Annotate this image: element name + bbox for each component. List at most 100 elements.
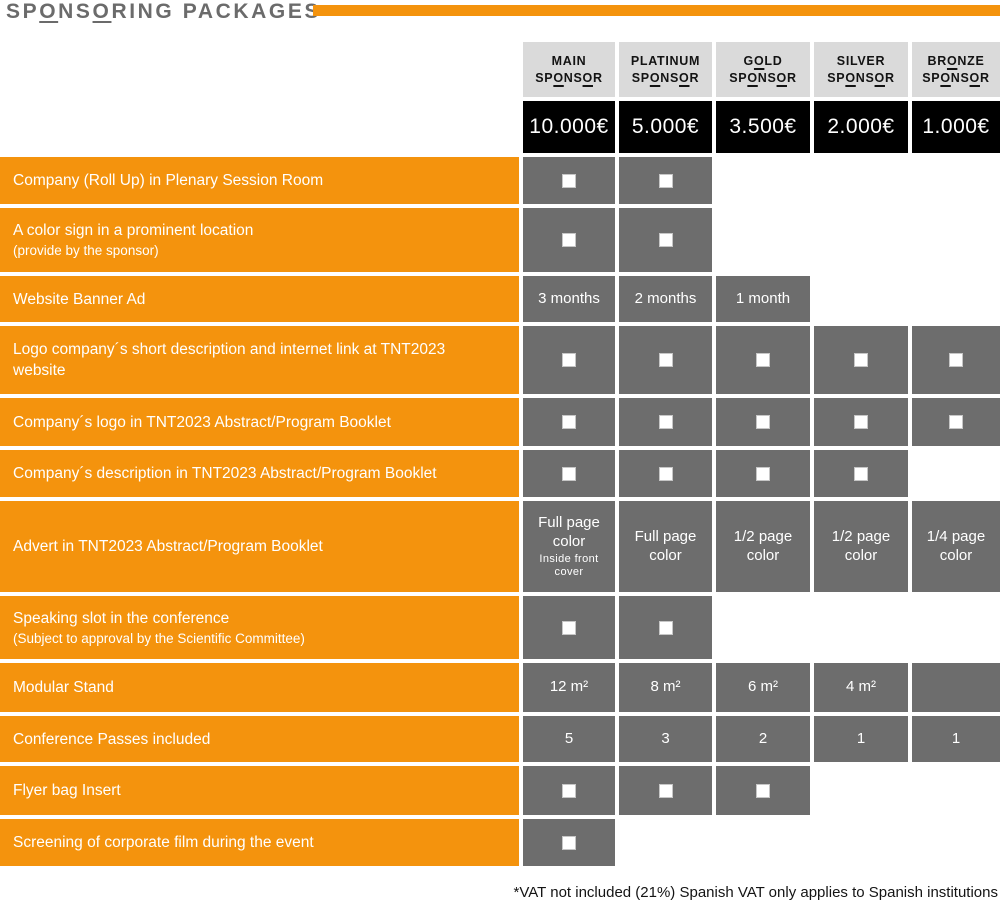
benefit-cell: 2 months <box>619 276 712 322</box>
benefit-cell <box>619 157 712 204</box>
included-mark-icon <box>855 467 867 480</box>
benefit-cell: Full page color <box>619 501 712 592</box>
vat-footnote: *VAT not included (21%) Spanish VAT only… <box>513 884 998 901</box>
row-label-text: Company´s description in TNT2023 Abstrac… <box>13 465 437 482</box>
benefit-cell: 2 <box>716 716 810 762</box>
included-mark-icon <box>659 354 672 366</box>
benefit-cell-text: 1 month <box>735 289 791 307</box>
included-mark-icon <box>855 416 867 428</box>
included-mark-icon <box>950 416 962 428</box>
included-mark-icon <box>659 234 672 246</box>
row-label-text: Company´s logo in TNT2023 Abstract/Progr… <box>13 413 391 431</box>
column-header-platinum-sponsor: PLATINUM SPONSOR <box>619 42 712 97</box>
row-label: Company´s logo in TNT2023 Abstract/Progr… <box>0 398 519 446</box>
row-label-text: Company (Roll Up) in Plenary Session Roo… <box>13 172 324 189</box>
row-label: Conference Passes included <box>0 716 519 762</box>
benefit-cell-subtext: Inside front cover <box>539 553 599 578</box>
row-label: Company´s description in TNT2023 Abstrac… <box>0 450 519 497</box>
row-label: Screening of corporate film during the e… <box>0 819 519 866</box>
benefit-cell: 6 m² <box>716 663 810 712</box>
benefit-cell <box>912 663 1000 712</box>
benefit-cell-text: Full page color <box>634 528 697 564</box>
benefit-cell <box>814 450 908 497</box>
column-header-silver-sponsor: SILVER SPONSOR <box>814 42 908 97</box>
row-label: Advert in TNT2023 Abstract/Program Bookl… <box>0 501 519 592</box>
row-label-text: Website Banner Ad <box>13 290 146 308</box>
row-label-text: Conference Passes included <box>13 730 211 748</box>
benefit-cell-text: 1 <box>951 729 961 747</box>
benefit-cell <box>523 596 615 659</box>
row-label: Flyer bag Insert <box>0 766 519 815</box>
included-mark-icon <box>563 234 575 246</box>
row-label: Logo company´s short description and int… <box>0 326 519 394</box>
benefit-cell <box>716 326 810 394</box>
benefit-cell-text: 6 m² <box>748 678 778 696</box>
benefit-cell <box>523 766 615 815</box>
benefit-cell <box>814 326 908 394</box>
included-mark-icon <box>659 174 672 187</box>
row-label: A color sign in a prominent location (pro… <box>0 208 519 272</box>
included-mark-icon <box>563 174 575 187</box>
benefit-cell: 5 <box>523 716 615 762</box>
column-header-main-sponsor: MAIN SPONSOR <box>523 42 615 97</box>
benefit-cell <box>912 326 1000 394</box>
included-mark-icon <box>659 621 672 634</box>
benefit-cell-text: 12 m² <box>549 678 589 696</box>
price-bronze-sponsor: 1.000€ <box>912 101 1000 153</box>
benefit-cell <box>716 766 810 815</box>
benefit-cell-text: 3 months <box>538 289 600 307</box>
row-label: Modular Stand <box>0 663 519 712</box>
row-label: Website Banner Ad <box>0 276 519 322</box>
benefit-cell <box>523 819 615 866</box>
row-label-text: Speaking slot in the conference <box>13 609 230 627</box>
packages-table: MAIN SPONSOR 10.000€ PLATINUM SPONSOR 5.000€ G… <box>0 42 1000 866</box>
included-mark-icon <box>563 416 575 428</box>
row-label-text: A color sign in a prominent location <box>13 222 254 239</box>
benefit-cell <box>523 398 615 446</box>
benefit-cell <box>619 766 712 815</box>
included-mark-icon <box>563 836 575 849</box>
included-mark-icon <box>855 354 867 366</box>
benefit-cell-text: Full page color <box>538 514 600 550</box>
benefit-cell <box>619 450 712 497</box>
benefit-cell: 1/2 page color <box>716 501 810 592</box>
benefit-cell <box>619 326 712 394</box>
row-label-subtext: (provide by the sponsor) <box>13 243 159 258</box>
included-mark-icon <box>659 416 672 428</box>
included-mark-icon <box>950 354 962 366</box>
benefit-cell: 3 months <box>523 276 615 322</box>
row-label-text: Screening of corporate film during the e… <box>13 834 314 851</box>
benefit-cell: 12 m² <box>523 663 615 712</box>
benefit-cell-text: 2 <box>758 729 768 747</box>
included-mark-icon <box>563 467 575 480</box>
row-label-text: Advert in TNT2023 Abstract/Program Bookl… <box>13 538 323 555</box>
row-label-text: Logo company´s short description and int… <box>13 341 446 379</box>
row-label-subtext: (Subject to approval by the Scientific C… <box>13 630 305 646</box>
benefit-cell-text: 1/2 page color <box>831 528 891 564</box>
benefit-cell-text: 1/4 page color <box>926 528 986 564</box>
benefit-cell-text: 8 m² <box>650 678 681 696</box>
price-gold-sponsor: 3.500€ <box>716 101 810 153</box>
title-accent-bar <box>313 5 1000 16</box>
benefit-cell: 1 <box>912 716 1000 762</box>
included-mark-icon <box>563 354 575 366</box>
column-header-gold-sponsor: GOLD SPONSOR <box>716 42 810 97</box>
benefit-cell-text: 5 <box>564 729 574 747</box>
benefit-cell <box>523 450 615 497</box>
included-mark-icon <box>757 784 769 797</box>
benefit-cell <box>814 398 908 446</box>
benefit-cell-text: 4 m² <box>846 678 876 696</box>
price-main-sponsor: 10.000€ <box>523 101 615 153</box>
benefit-cell: 1 month <box>716 276 810 322</box>
row-label: Company (Roll Up) in Plenary Session Roo… <box>0 157 519 204</box>
page-title: SPONSORING PACKAGES <box>6 0 322 23</box>
benefit-cell-text: 2 months <box>634 289 697 307</box>
price-platinum-sponsor: 5.000€ <box>619 101 712 153</box>
row-label-text: Flyer bag Insert <box>13 782 121 799</box>
benefit-cell <box>716 398 810 446</box>
benefit-cell <box>912 398 1000 446</box>
benefit-cell <box>523 157 615 204</box>
benefit-cell: 1 <box>814 716 908 762</box>
benefit-cell <box>716 450 810 497</box>
